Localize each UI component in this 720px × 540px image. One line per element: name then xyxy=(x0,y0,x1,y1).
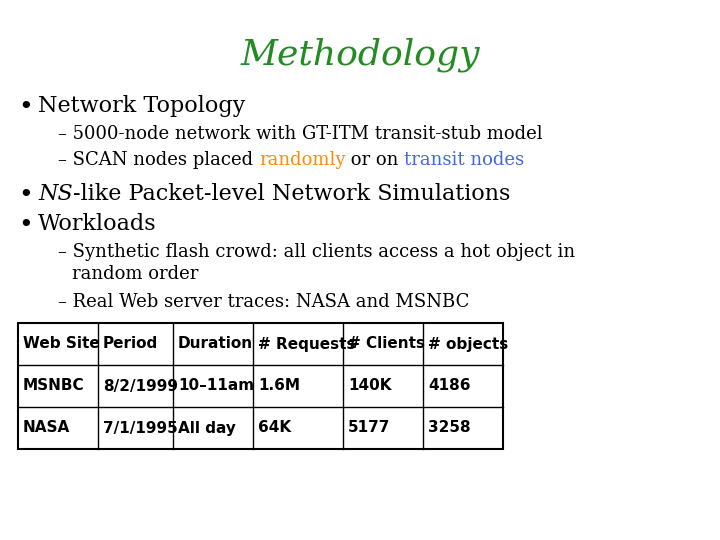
Text: – Real Web server traces: NASA and MSNBC: – Real Web server traces: NASA and MSNBC xyxy=(58,293,469,311)
Text: Period: Period xyxy=(103,336,158,352)
Text: •: • xyxy=(18,95,32,119)
Text: randomly: randomly xyxy=(259,151,346,169)
Text: Workloads: Workloads xyxy=(38,213,157,235)
Text: 140K: 140K xyxy=(348,379,392,394)
Text: transit nodes: transit nodes xyxy=(405,151,525,169)
Text: All day: All day xyxy=(178,421,236,435)
Text: Network Topology: Network Topology xyxy=(38,95,246,117)
Bar xyxy=(18,323,503,449)
Text: 8/2/1999: 8/2/1999 xyxy=(103,379,178,394)
Text: 4186: 4186 xyxy=(428,379,470,394)
Text: Duration: Duration xyxy=(178,336,253,352)
Text: – 5000-node network with GT-ITM transit-stub model: – 5000-node network with GT-ITM transit-… xyxy=(58,125,543,143)
Text: •: • xyxy=(18,183,32,207)
Text: # Clients: # Clients xyxy=(348,336,425,352)
Text: or on: or on xyxy=(346,151,405,169)
Text: 7/1/1995: 7/1/1995 xyxy=(103,421,178,435)
Text: MSNBC: MSNBC xyxy=(23,379,85,394)
Text: Methodology: Methodology xyxy=(240,38,480,72)
Text: •: • xyxy=(18,213,32,237)
Text: NS: NS xyxy=(38,183,73,205)
Text: – SCAN nodes placed: – SCAN nodes placed xyxy=(58,151,259,169)
Text: # objects: # objects xyxy=(428,336,508,352)
Text: -like Packet-level Network Simulations: -like Packet-level Network Simulations xyxy=(73,183,510,205)
Text: # Requests: # Requests xyxy=(258,336,356,352)
Text: 1.6M: 1.6M xyxy=(258,379,300,394)
Text: – Synthetic flash crowd: all clients access a hot object in: – Synthetic flash crowd: all clients acc… xyxy=(58,243,575,261)
Text: 5177: 5177 xyxy=(348,421,390,435)
Text: 10–11am: 10–11am xyxy=(178,379,254,394)
Text: random order: random order xyxy=(72,265,199,283)
Text: 64K: 64K xyxy=(258,421,291,435)
Text: 3258: 3258 xyxy=(428,421,471,435)
Text: Web Site: Web Site xyxy=(23,336,100,352)
Text: NASA: NASA xyxy=(23,421,71,435)
